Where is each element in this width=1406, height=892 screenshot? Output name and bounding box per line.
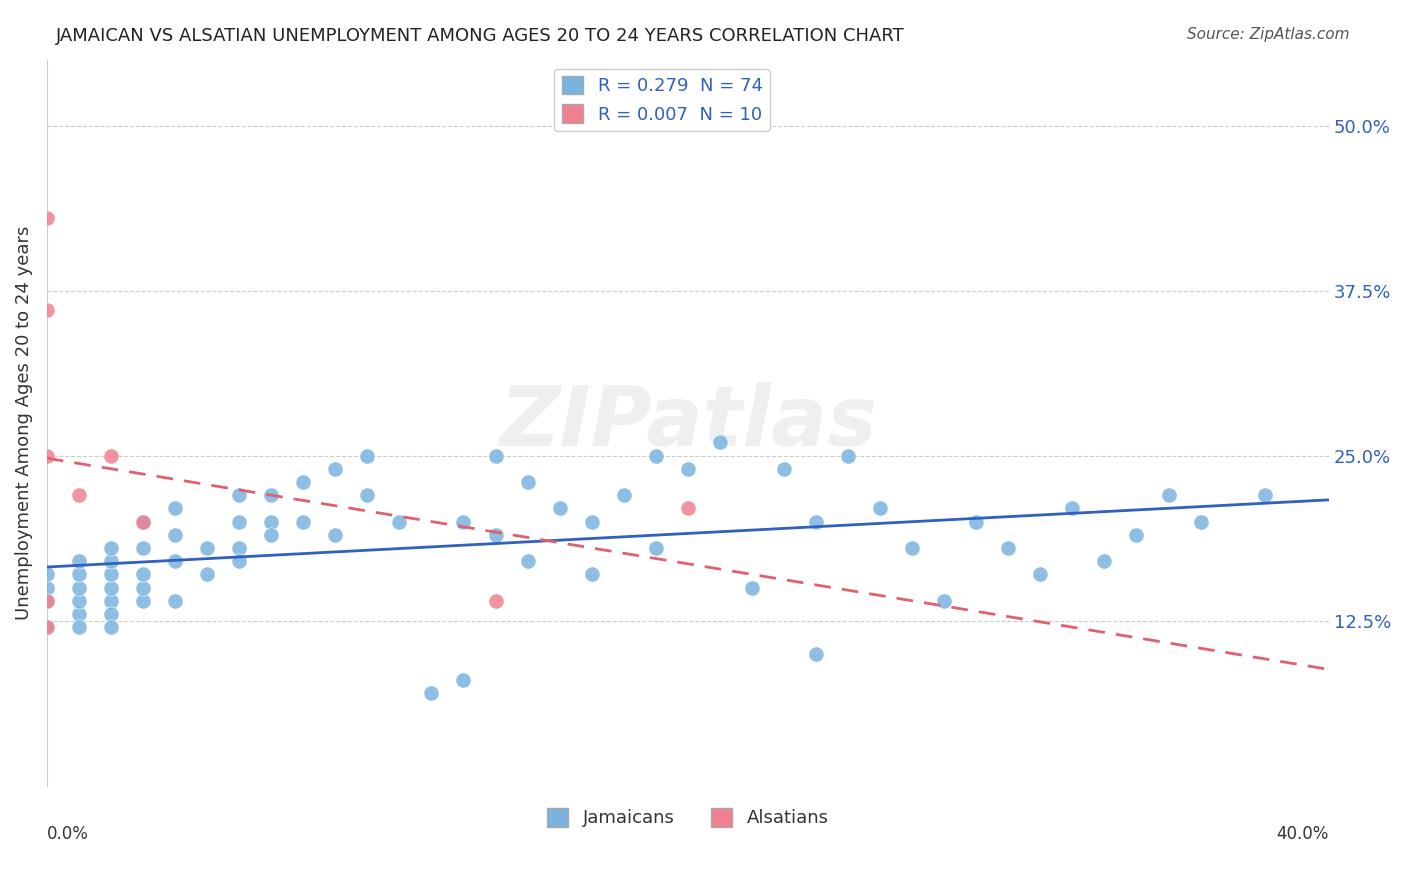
Text: Source: ZipAtlas.com: Source: ZipAtlas.com [1187,27,1350,42]
Point [35,593,58,607]
Point [100,620,122,634]
Point [934,593,956,607]
Point [100,554,122,568]
Point [228,541,250,555]
Point [741,581,763,595]
Point [804,515,827,529]
Point [100,581,122,595]
Point [356,488,378,502]
Point [35,620,58,634]
Point [773,462,796,476]
Text: 0.0%: 0.0% [46,825,89,844]
Point [228,488,250,502]
Point [516,475,538,489]
Point [67,567,90,582]
Point [709,435,731,450]
Point [484,528,506,542]
Point [676,501,699,516]
Point [613,488,636,502]
Point [1253,488,1275,502]
Point [484,449,506,463]
Point [644,541,666,555]
Point [837,449,859,463]
Point [35,211,58,225]
Point [420,686,443,700]
Point [132,593,155,607]
Point [260,528,283,542]
Point [67,488,90,502]
Point [388,515,411,529]
Y-axis label: Unemployment Among Ages 20 to 24 years: Unemployment Among Ages 20 to 24 years [15,226,32,620]
Text: 40.0%: 40.0% [1277,825,1329,844]
Point [516,554,538,568]
Point [548,501,571,516]
Point [100,541,122,555]
Point [323,528,346,542]
Point [100,567,122,582]
Point [67,607,90,621]
Point [67,581,90,595]
Point [35,593,58,607]
Point [1094,554,1116,568]
Point [132,515,155,529]
Point [228,554,250,568]
Point [581,515,603,529]
Point [997,541,1019,555]
Point [67,620,90,634]
Point [132,567,155,582]
Point [35,581,58,595]
Point [260,488,283,502]
Point [132,515,155,529]
Point [644,449,666,463]
Point [453,673,475,687]
Point [869,501,891,516]
Point [676,462,699,476]
Point [132,581,155,595]
Point [581,567,603,582]
Point [195,567,218,582]
Point [1125,528,1147,542]
Point [67,593,90,607]
Point [100,593,122,607]
Point [901,541,924,555]
Point [453,515,475,529]
Point [132,541,155,555]
Point [165,554,187,568]
Point [356,449,378,463]
Point [165,501,187,516]
Point [35,620,58,634]
Text: JAMAICAN VS ALSATIAN UNEMPLOYMENT AMONG AGES 20 TO 24 YEARS CORRELATION CHART: JAMAICAN VS ALSATIAN UNEMPLOYMENT AMONG … [56,27,905,45]
Point [100,449,122,463]
Point [1189,515,1212,529]
Point [484,593,506,607]
Text: ZIPatlas: ZIPatlas [499,382,877,463]
Point [804,647,827,661]
Point [35,449,58,463]
Point [35,567,58,582]
Point [195,541,218,555]
Legend: Jamaicans, Alsatians: Jamaicans, Alsatians [540,801,837,835]
Point [100,607,122,621]
Point [965,515,987,529]
Point [165,528,187,542]
Point [292,475,315,489]
Point [35,303,58,318]
Point [67,554,90,568]
Point [292,515,315,529]
Point [228,515,250,529]
Point [165,593,187,607]
Point [1062,501,1084,516]
Point [323,462,346,476]
Point [260,515,283,529]
Point [1029,567,1052,582]
Point [1157,488,1180,502]
